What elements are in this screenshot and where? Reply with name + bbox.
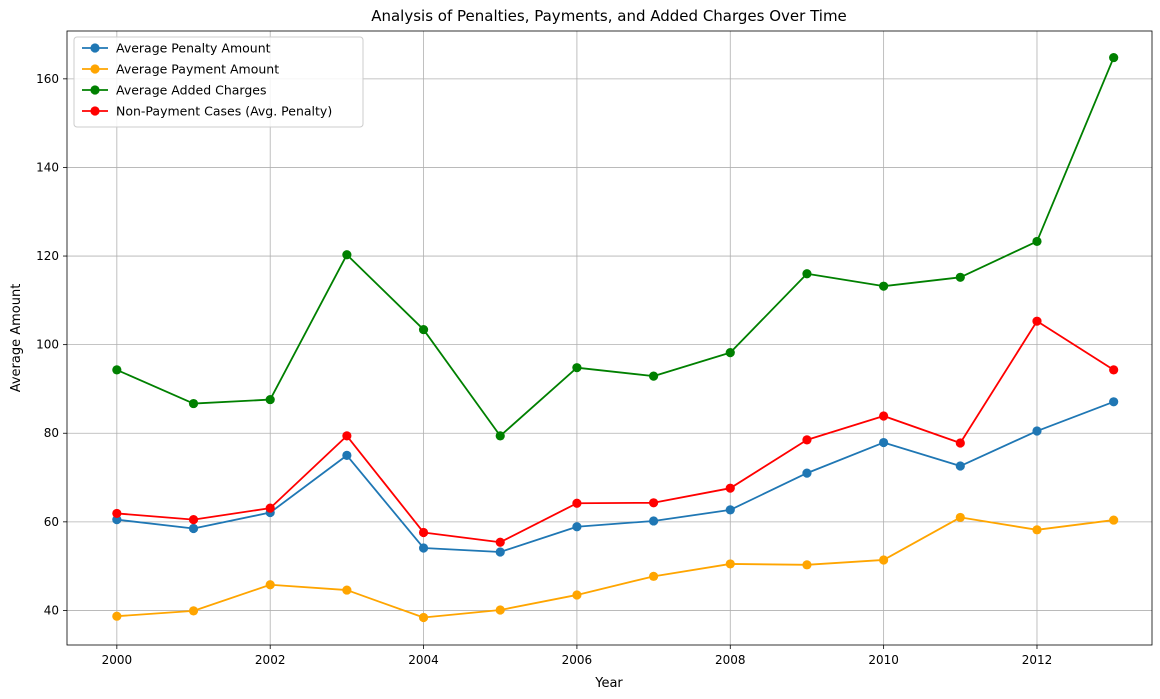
data-point bbox=[955, 272, 965, 282]
legend-item: Non-Payment Cases (Avg. Penalty) bbox=[82, 104, 332, 119]
data-point bbox=[1109, 515, 1119, 525]
data-point bbox=[495, 547, 505, 557]
data-point bbox=[572, 363, 582, 373]
data-point bbox=[648, 371, 659, 381]
series-line bbox=[116, 400, 1114, 553]
data-point bbox=[1109, 52, 1119, 63]
data-point bbox=[188, 523, 199, 534]
data-point bbox=[495, 431, 505, 441]
y-tick-label: 80 bbox=[44, 426, 59, 440]
data-point bbox=[955, 461, 965, 471]
data-point bbox=[879, 281, 889, 291]
x-tick-label: 2002 bbox=[255, 653, 286, 667]
x-tick-label: 2010 bbox=[868, 653, 899, 667]
data-point bbox=[802, 560, 812, 570]
data-point bbox=[188, 515, 199, 525]
data-point bbox=[725, 483, 735, 493]
data-point bbox=[725, 559, 735, 569]
data-point bbox=[648, 571, 659, 581]
legend-label: Average Added Charges bbox=[116, 83, 266, 98]
legend-label: Non-Payment Cases (Avg. Penalty) bbox=[116, 104, 332, 119]
data-point bbox=[495, 537, 505, 547]
data-point bbox=[802, 468, 812, 478]
data-point bbox=[572, 498, 582, 508]
y-tick-label: 100 bbox=[36, 338, 59, 352]
data-point bbox=[879, 555, 889, 565]
plot-frame bbox=[66, 30, 1153, 646]
data-point bbox=[265, 580, 275, 590]
x-tick-label: 2008 bbox=[715, 653, 746, 667]
data-point bbox=[342, 450, 352, 460]
series-4 bbox=[112, 316, 1119, 547]
data-point bbox=[1032, 316, 1042, 326]
data-point bbox=[648, 516, 659, 526]
data-point bbox=[265, 394, 275, 405]
legend-item: Average Added Charges bbox=[82, 83, 266, 98]
data-point bbox=[265, 503, 275, 513]
data-point bbox=[879, 437, 889, 448]
legend-label: Average Payment Amount bbox=[116, 62, 279, 77]
legend-item: Average Penalty Amount bbox=[82, 41, 271, 56]
y-tick-label: 40 bbox=[44, 603, 59, 617]
data-point bbox=[188, 606, 199, 616]
series-layer bbox=[112, 52, 1119, 623]
data-point bbox=[418, 324, 429, 335]
data-point bbox=[955, 438, 965, 448]
chart-title: Analysis of Penalties, Payments, and Add… bbox=[371, 7, 847, 25]
series-1 bbox=[112, 397, 1119, 557]
y-tick-label: 140 bbox=[36, 160, 59, 174]
data-point bbox=[112, 508, 122, 519]
data-point bbox=[1032, 426, 1042, 436]
y-tick-label: 60 bbox=[44, 515, 59, 529]
x-axis-label: Year bbox=[594, 676, 623, 691]
data-point bbox=[342, 431, 352, 441]
series-3 bbox=[112, 52, 1119, 441]
series-2 bbox=[112, 512, 1119, 623]
x-tick-label: 2000 bbox=[102, 653, 133, 667]
legend-box bbox=[73, 36, 364, 128]
data-point bbox=[112, 611, 122, 621]
y-axis-label: Average Amount bbox=[9, 284, 24, 393]
data-point bbox=[802, 269, 812, 279]
data-point bbox=[572, 522, 582, 532]
data-point bbox=[1032, 525, 1042, 535]
legend: Average Penalty Amount Average Payment Am… bbox=[73, 36, 364, 128]
data-point bbox=[418, 612, 429, 623]
legend-marker bbox=[90, 85, 100, 95]
legend-marker bbox=[90, 43, 100, 53]
data-point bbox=[342, 250, 352, 260]
x-tick-label: 2012 bbox=[1022, 653, 1053, 667]
data-point bbox=[572, 590, 582, 600]
data-point bbox=[879, 411, 889, 421]
data-point bbox=[418, 543, 429, 553]
data-point bbox=[418, 527, 429, 538]
data-point bbox=[495, 605, 505, 615]
data-point bbox=[1109, 397, 1119, 407]
data-point bbox=[802, 435, 812, 445]
data-point bbox=[725, 348, 735, 358]
grid-lines bbox=[67, 31, 1152, 645]
y-tick-label: 160 bbox=[36, 72, 59, 86]
legend-marker bbox=[90, 106, 100, 116]
x-tick-label: 2006 bbox=[562, 653, 593, 667]
data-point bbox=[112, 365, 122, 375]
data-point bbox=[1109, 365, 1119, 375]
data-point bbox=[955, 512, 965, 523]
legend-label: Average Penalty Amount bbox=[116, 41, 271, 56]
axis-ticks: 2000 2002 2004 2006 2008 2010 2012 40 60 80 100 120… bbox=[36, 72, 1052, 667]
legend-item: Average Payment Amount bbox=[82, 62, 279, 77]
x-tick-label: 2004 bbox=[408, 653, 439, 667]
data-point bbox=[648, 498, 659, 508]
y-tick-label: 120 bbox=[36, 249, 59, 263]
data-point bbox=[725, 505, 735, 515]
series-line bbox=[116, 320, 1115, 544]
data-point bbox=[188, 398, 199, 409]
data-point bbox=[1032, 236, 1042, 247]
series-line bbox=[116, 57, 1115, 437]
legend-marker bbox=[90, 64, 100, 74]
series-line bbox=[116, 516, 1114, 619]
data-point bbox=[342, 585, 352, 595]
